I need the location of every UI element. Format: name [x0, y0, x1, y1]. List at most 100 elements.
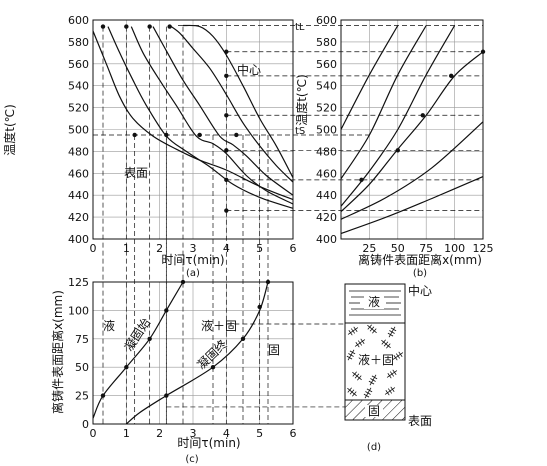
panel-b-series-line-2 — [340, 25, 427, 180]
dendrite-crystal — [386, 369, 398, 379]
panel-c-y-ticks: 125 100 75 50 25 0 — [68, 276, 89, 431]
zone-solid-label: 固 — [368, 404, 380, 418]
panel-a-center-label: 中心 — [237, 62, 261, 77]
panel-d: 固 液 液＋固 中心 表面 (d) — [344, 283, 432, 453]
panel-b-x-tick-label: 75 — [419, 242, 433, 255]
dendrite-crystal — [381, 339, 391, 349]
panel-b-y-tick-label: 540 — [316, 80, 337, 93]
dendrite-crystal — [352, 371, 362, 381]
panel-b-x-tick-label: 100 — [444, 242, 465, 255]
panel-b-caption: (b) — [413, 268, 427, 279]
panel-a-y-tick-label: 460 — [68, 167, 89, 180]
panel-b: 600 580 560 540 520 500 480 460 440 420 400 25 50 75… — [294, 14, 494, 279]
panel-a-series-line-4 — [152, 26, 294, 196]
liquid-label-bg — [364, 295, 384, 309]
panel-a-x-tick-label: 3 — [190, 242, 197, 255]
panel-b-grid — [341, 20, 483, 239]
dendrite-crystal — [354, 338, 366, 348]
dendrite-crystal — [346, 349, 356, 361]
panel-c-xlabel: 时间τ(min) — [177, 436, 240, 450]
panel-a-y-tick-label: 560 — [68, 58, 89, 71]
panel-b-y-tick-label: 600 — [316, 14, 337, 27]
panel-c-caption: (c) — [185, 454, 198, 465]
panel-a-x-tick-label: 0 — [90, 242, 97, 255]
panel-c-x-tick-label: 6 — [290, 427, 297, 440]
panel-a-y-tick-label: 480 — [68, 145, 89, 158]
panel-b-series-line-3 — [340, 25, 456, 207]
dashed-connectors — [93, 25, 483, 424]
panel-c-y-tick-label: 50 — [75, 361, 89, 374]
panel-c-x-tick-label: 1 — [123, 427, 130, 440]
panel-c-x-tick-label: 5 — [256, 427, 263, 440]
region-solid-label: 固 — [268, 343, 280, 357]
mushy-label-bg — [359, 353, 393, 367]
panel-c-x-tick-label: 2 — [156, 427, 163, 440]
panel-c-series-line-1 — [92, 281, 184, 419]
panel-a-frame — [92, 19, 294, 240]
panel-a-y-tick-label: 600 — [68, 14, 89, 27]
region-mushy-label: 液＋固 — [201, 318, 237, 333]
panel-b-y-tick-label: 480 — [316, 145, 337, 158]
panel-b-data-point — [359, 177, 364, 183]
region-liquid-label: 液 — [103, 318, 115, 333]
panel-c-x-tick-label: 4 — [223, 427, 230, 440]
panel-b-x-tick-label: 125 — [473, 242, 494, 255]
panel-d-caption: (d) — [367, 442, 381, 453]
panel-b-x-ticks: 25 50 75 100 125 — [362, 242, 493, 255]
dendrite-crystal — [392, 351, 404, 361]
panel-a-series-line-6 — [182, 24, 294, 178]
dendrite-crystal — [367, 324, 377, 334]
panel-c-curves — [92, 279, 271, 425]
panel-b-series-line-4 — [340, 51, 484, 213]
panel-c-x-tick-label: 0 — [90, 427, 97, 440]
mushy-zone-dendrites — [346, 324, 404, 399]
dendrite-crystal — [384, 386, 396, 396]
panel-a-series-line-1 — [92, 30, 294, 201]
panel-b-series-line-1 — [340, 25, 399, 130]
panel-a-tS-label: tS — [295, 126, 305, 137]
panel-a-ylabel: 温度t(℃) — [2, 104, 17, 156]
panel-c-y-tick-label: 125 — [68, 276, 89, 289]
panel-a-xlabel: 时间τ(min) — [161, 253, 224, 267]
panel-a-x-tick-label: 6 — [290, 242, 297, 255]
panel-c-data-point — [180, 279, 186, 285]
panel-b-y-tick-label: 400 — [316, 233, 337, 246]
panel-b-ylabel: 温度t(℃) — [294, 74, 309, 126]
panel-a-tL-label: tL — [295, 22, 305, 33]
panel-a-y-tick-label: 540 — [68, 80, 89, 93]
zone-liquid-label: 液 — [368, 294, 380, 309]
panel-a-y-tick-label: 420 — [68, 211, 89, 224]
panel-c-y-tick-label: 25 — [75, 390, 89, 403]
panel-a-y-tick-label: 580 — [68, 36, 89, 49]
panel-b-y-tick-label: 500 — [316, 124, 337, 137]
dendrite-crystal — [368, 374, 378, 386]
panel-a-data-point — [234, 132, 239, 138]
panel-b-x-tick-label: 25 — [362, 242, 376, 255]
panel-b-y-tick-label: 580 — [316, 36, 337, 49]
panel-a-y-tick-label: 440 — [68, 189, 89, 202]
panel-c-y-tick-label: 75 — [75, 333, 89, 346]
panel-c-x-tick-label: 3 — [190, 427, 197, 440]
panel-c-x-ticks: 0 1 2 3 4 5 6 — [90, 427, 297, 440]
dendrite-crystal — [347, 326, 359, 336]
zone-mushy-label: 液＋固 — [358, 352, 394, 367]
panel-a-series-line-3 — [130, 26, 294, 205]
panel-b-series-line-5 — [340, 121, 484, 220]
panel-a-x-tick-label: 1 — [123, 242, 130, 255]
solid-label-bg — [365, 405, 383, 417]
panel-c-ylabel: 离铸件表面距离x(mm) — [50, 290, 65, 414]
panel-b-y-ticks: 600 580 560 540 520 500 480 460 440 420 400 — [316, 14, 337, 246]
panel-c-frame — [92, 281, 294, 425]
panel-b-series-line-6 — [340, 176, 484, 235]
dendrite-crystal — [363, 387, 373, 399]
panel-a-grid — [93, 20, 293, 239]
panel-b-y-tick-label: 420 — [316, 211, 337, 224]
panel-a-surface-label: 表面 — [124, 166, 148, 180]
panel-b-y-tick-label: 560 — [316, 58, 337, 71]
panel-a-caption: (a) — [186, 268, 200, 279]
panel-c-series-line-2 — [125, 281, 269, 425]
panel-b-xlabel: 离铸件表面距离x(mm) — [358, 252, 482, 267]
panel-b-x-tick-label: 50 — [391, 242, 405, 255]
curve-start-label: 凝固始 — [121, 315, 153, 353]
